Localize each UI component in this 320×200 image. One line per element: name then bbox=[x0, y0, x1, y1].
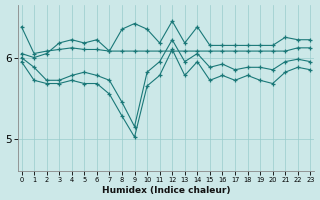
X-axis label: Humidex (Indice chaleur): Humidex (Indice chaleur) bbox=[102, 186, 230, 195]
